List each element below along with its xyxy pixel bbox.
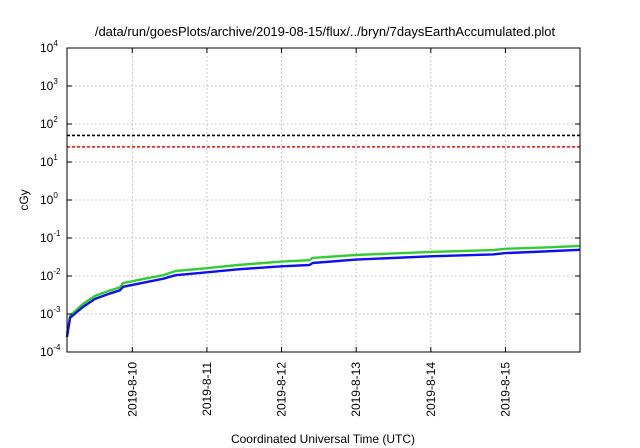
threshold-lines bbox=[67, 134, 580, 148]
x-tick-label: 2019-8-13 bbox=[349, 362, 363, 417]
y-tick-label: 100 bbox=[40, 191, 58, 207]
y-tick-label: 104 bbox=[40, 39, 58, 55]
y-tick-label: 10-3 bbox=[40, 305, 61, 321]
x-tick-label: 2019-8-14 bbox=[424, 362, 438, 417]
grid bbox=[67, 48, 580, 352]
x-tick-label: 2019-8-10 bbox=[125, 362, 139, 417]
y-tick-label: 103 bbox=[40, 77, 58, 93]
x-axis: 2019-8-10 2019-8-11 2019-8-12 2019-8-13 2019… bbox=[125, 48, 512, 417]
y-axis-label: cGy bbox=[17, 189, 31, 210]
y-tick-label: 102 bbox=[40, 115, 58, 131]
y-axis: 10-4 10-3 10-2 10-1 100 101 102 103 104 bbox=[40, 39, 580, 359]
chart-title: /data/run/goesPlots/archive/2019-08-15/f… bbox=[95, 24, 556, 39]
y-tick-label: 10-1 bbox=[40, 229, 61, 245]
x-tick-label: 2019-8-15 bbox=[498, 362, 512, 417]
series-line bbox=[65, 248, 581, 338]
y-tick-label: 10-4 bbox=[40, 343, 61, 359]
series-lines bbox=[65, 244, 581, 338]
series-line bbox=[65, 244, 581, 335]
x-axis-label: Coordinated Universal Time (UTC) bbox=[231, 432, 415, 446]
x-tick-label: 2019-8-12 bbox=[275, 362, 289, 417]
y-tick-label: 10-2 bbox=[40, 267, 61, 283]
y-tick-label: 101 bbox=[40, 153, 58, 169]
x-tick-label: 2019-8-11 bbox=[200, 362, 214, 416]
